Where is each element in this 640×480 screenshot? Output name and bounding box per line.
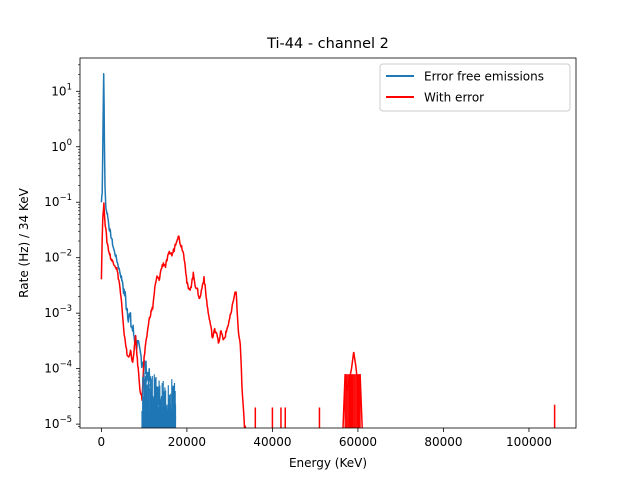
x-tick-label: 100000 <box>506 435 552 449</box>
x-axis: 0 20000 40000 60000 80000 100000 <box>98 428 552 449</box>
legend-label-error-free: Error free emissions <box>424 70 544 84</box>
error-free-noise <box>141 372 177 428</box>
y-tick-label: 10−3 <box>44 304 72 320</box>
x-tick-label: 0 <box>98 435 106 449</box>
legend-frame <box>379 63 571 112</box>
x-axis-label: Energy (KeV) <box>289 456 367 470</box>
y-tick-label: 10−4 <box>44 360 72 376</box>
y-tick-label: 101 <box>51 82 72 98</box>
legend: Error free emissions With error <box>379 63 571 112</box>
chart-title: Ti-44 - channel 2 <box>266 36 389 52</box>
y-tick-label: 100 <box>51 138 72 154</box>
legend-label-with-error: With error <box>424 91 484 105</box>
y-axis: 10−5 10−4 10−3 10−2 10−1 100 101 <box>44 64 80 431</box>
plot-area <box>100 72 556 428</box>
y-tick-label: 10−1 <box>44 193 72 209</box>
x-tick-label: 80000 <box>424 435 462 449</box>
series-layer <box>100 72 556 428</box>
plot-frame <box>79 57 577 429</box>
y-axis-label: Rate (Hz) / 34 KeV <box>17 187 31 297</box>
y-tick-label: 10−5 <box>44 415 72 431</box>
x-tick-label: 60000 <box>339 435 377 449</box>
x-tick-label: 40000 <box>253 435 291 449</box>
x-tick-label: 20000 <box>168 435 206 449</box>
series-1 <box>100 202 556 428</box>
series-line <box>100 202 247 428</box>
y-tick-label: 10−2 <box>44 249 72 265</box>
